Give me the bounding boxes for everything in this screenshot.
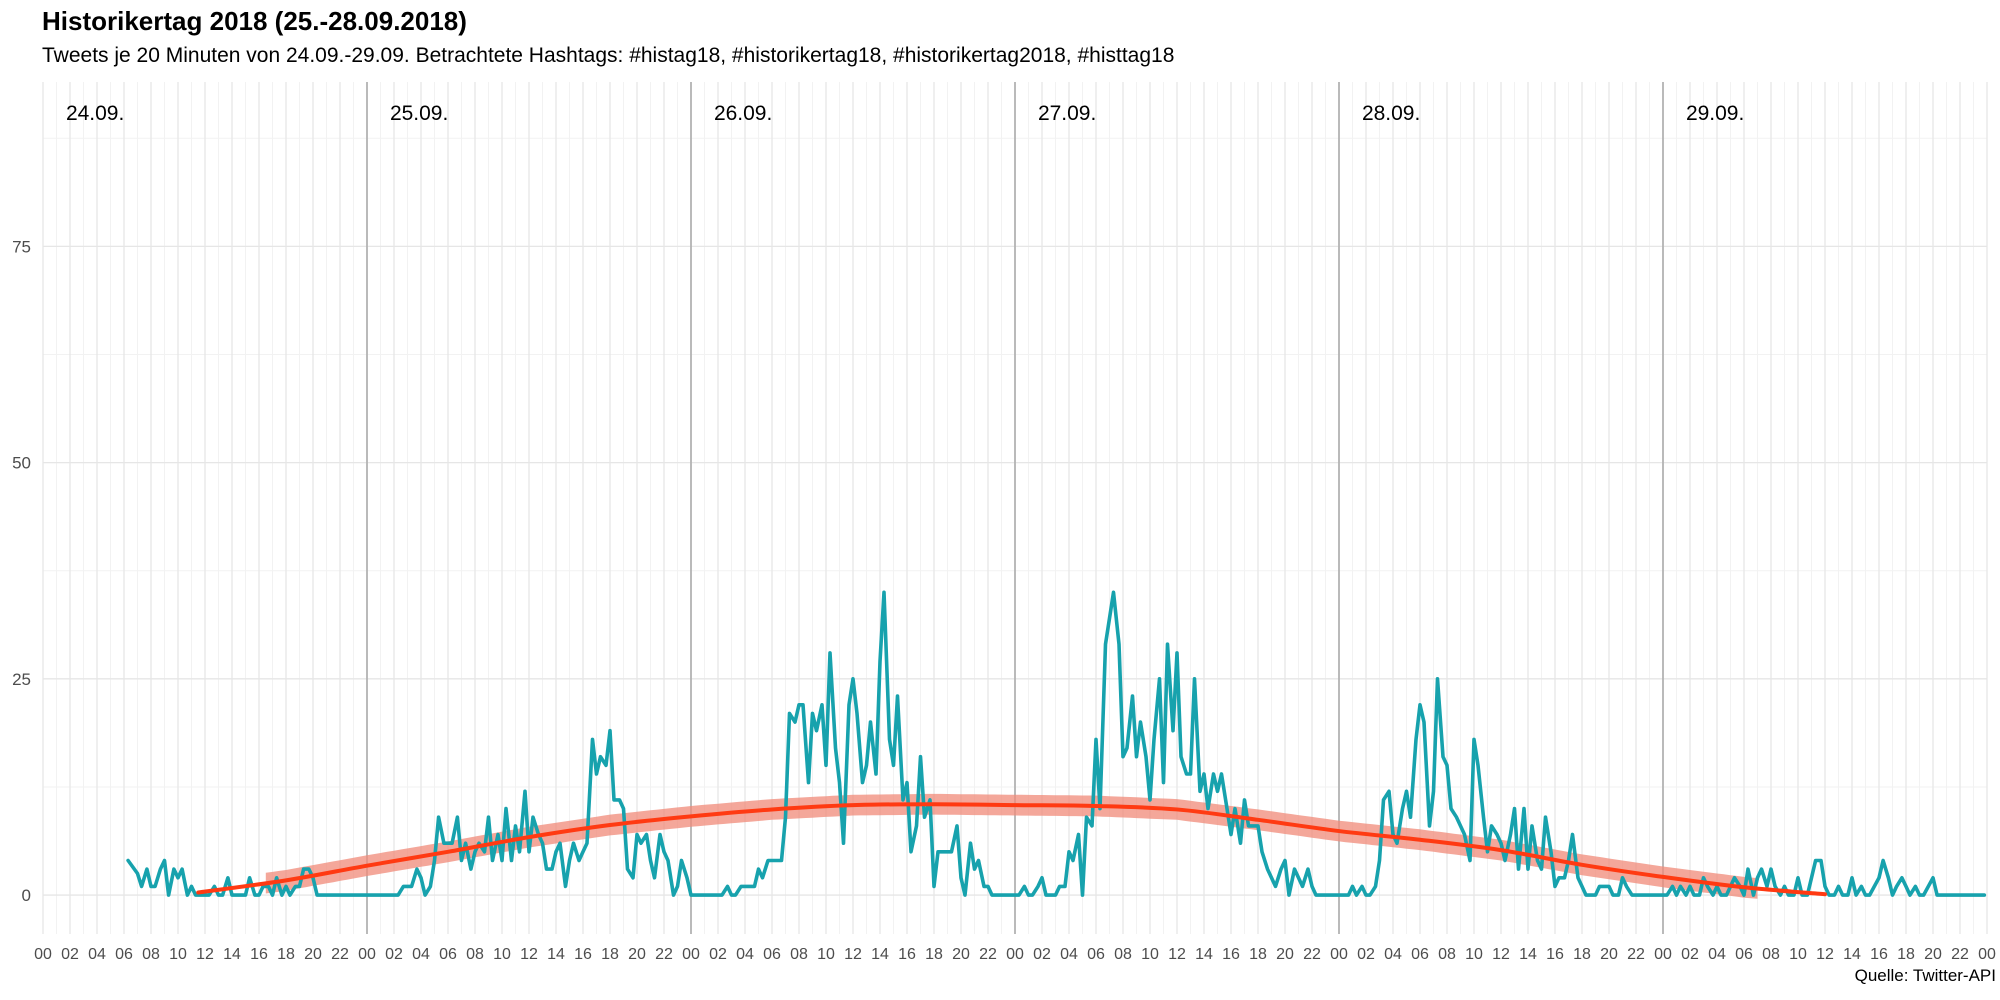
day-separator-lines xyxy=(366,82,1664,934)
source-caption: Quelle: Twitter-API xyxy=(1854,966,1996,985)
x-tick-label: 02 xyxy=(1357,946,1375,963)
x-tick-label: 06 xyxy=(1087,946,1105,963)
x-tick-label: 18 xyxy=(925,946,943,963)
x-tick-label: 10 xyxy=(1141,946,1159,963)
x-tick-label: 16 xyxy=(898,946,916,963)
x-tick-label: 10 xyxy=(493,946,511,963)
day-label: 27.09. xyxy=(1038,102,1096,125)
day-labels: 24.09. 25.09. 26.09. 27.09. 28.09. 29.09. xyxy=(66,102,1744,125)
day-label: 24.09. xyxy=(66,102,124,125)
x-tick-label: 00 xyxy=(1654,946,1672,963)
x-tick-label: 20 xyxy=(304,946,322,963)
x-tick-label: 12 xyxy=(1816,946,1834,963)
x-tick-label: 04 xyxy=(1708,946,1726,963)
x-tick-label: 08 xyxy=(790,946,808,963)
y-tick-label: 50 xyxy=(12,454,31,473)
x-tick-label: 16 xyxy=(574,946,592,963)
x-tick-label: 20 xyxy=(628,946,646,963)
x-tick-label: 18 xyxy=(1897,946,1915,963)
x-tick-label: 16 xyxy=(1870,946,1888,963)
x-tick-label: 18 xyxy=(277,946,295,963)
x-tick-label: 16 xyxy=(1546,946,1564,963)
x-tick-label: 02 xyxy=(61,946,79,963)
tweet-count-line xyxy=(126,590,1987,897)
x-tick-label: 16 xyxy=(1222,946,1240,963)
x-tick-label: 10 xyxy=(169,946,187,963)
day-label: 28.09. xyxy=(1362,102,1420,125)
x-tick-label: 14 xyxy=(1195,946,1213,963)
x-tick-label: 14 xyxy=(871,946,889,963)
x-tick-label: 22 xyxy=(1627,946,1645,963)
x-tick-label: 04 xyxy=(736,946,754,963)
x-tick-label: 06 xyxy=(115,946,133,963)
x-tick-label: 02 xyxy=(385,946,403,963)
x-axis-tick-labels: 00 02 04 06 08 10 12 14 16 18 20 22 00 02 04 06 08 10 12 14… xyxy=(34,946,1996,963)
x-tick-label: 22 xyxy=(1951,946,1969,963)
x-tick-label: 12 xyxy=(1168,946,1186,963)
x-tick-label: 08 xyxy=(1438,946,1456,963)
y-tick-label: 25 xyxy=(12,670,31,689)
x-tick-label: 02 xyxy=(1681,946,1699,963)
x-tick-label: 22 xyxy=(1303,946,1321,963)
x-tick-label: 14 xyxy=(1519,946,1537,963)
day-label: 29.09. xyxy=(1686,102,1744,125)
x-tick-label: 22 xyxy=(979,946,997,963)
x-tick-label: 06 xyxy=(1411,946,1429,963)
chart-title: Historikertag 2018 (25.-28.09.2018) xyxy=(42,6,467,36)
series-lines xyxy=(126,590,1987,897)
x-tick-label: 08 xyxy=(466,946,484,963)
x-tick-label: 22 xyxy=(655,946,673,963)
x-tick-label: 14 xyxy=(223,946,241,963)
y-tick-label: 0 xyxy=(22,886,31,905)
day-label: 26.09. xyxy=(714,102,772,125)
x-tick-label: 12 xyxy=(196,946,214,963)
chart-subtitle: Tweets je 20 Minuten von 24.09.-29.09. B… xyxy=(42,44,1175,67)
x-tick-label: 20 xyxy=(1924,946,1942,963)
x-tick-label: 06 xyxy=(1735,946,1753,963)
x-tick-label: 00 xyxy=(1978,946,1996,963)
x-tick-label: 10 xyxy=(817,946,835,963)
x-tick-label: 16 xyxy=(250,946,268,963)
x-tick-label: 18 xyxy=(601,946,619,963)
y-tick-label: 75 xyxy=(12,237,31,256)
day-label: 25.09. xyxy=(390,102,448,125)
x-tick-label: 08 xyxy=(1762,946,1780,963)
x-tick-label: 20 xyxy=(1276,946,1294,963)
x-tick-label: 12 xyxy=(844,946,862,963)
minor-gridlines xyxy=(43,82,1987,934)
x-tick-label: 00 xyxy=(682,946,700,963)
x-tick-label: 02 xyxy=(709,946,727,963)
x-tick-label: 00 xyxy=(1330,946,1348,963)
y-axis-tick-labels: 0 25 50 75 xyxy=(12,237,31,905)
x-tick-label: 18 xyxy=(1573,946,1591,963)
x-tick-label: 08 xyxy=(1114,946,1132,963)
x-tick-label: 04 xyxy=(1384,946,1402,963)
x-tick-label: 08 xyxy=(142,946,160,963)
x-tick-label: 14 xyxy=(547,946,565,963)
x-tick-label: 00 xyxy=(358,946,376,963)
x-tick-label: 02 xyxy=(1033,946,1051,963)
x-tick-label: 04 xyxy=(412,946,430,963)
x-tick-label: 20 xyxy=(1600,946,1618,963)
x-tick-label: 06 xyxy=(763,946,781,963)
x-tick-label: 00 xyxy=(1006,946,1024,963)
x-tick-label: 04 xyxy=(88,946,106,963)
x-tick-label: 10 xyxy=(1789,946,1807,963)
x-tick-label: 14 xyxy=(1843,946,1861,963)
x-tick-label: 10 xyxy=(1465,946,1483,963)
x-tick-label: 22 xyxy=(331,946,349,963)
x-tick-label: 04 xyxy=(1060,946,1078,963)
smoothed-trend-line xyxy=(196,802,1827,897)
x-tick-label: 12 xyxy=(520,946,538,963)
x-tick-label: 18 xyxy=(1249,946,1267,963)
x-tick-label: 20 xyxy=(952,946,970,963)
x-tick-label: 12 xyxy=(1492,946,1510,963)
x-tick-label: 06 xyxy=(439,946,457,963)
x-tick-label: 00 xyxy=(34,946,52,963)
